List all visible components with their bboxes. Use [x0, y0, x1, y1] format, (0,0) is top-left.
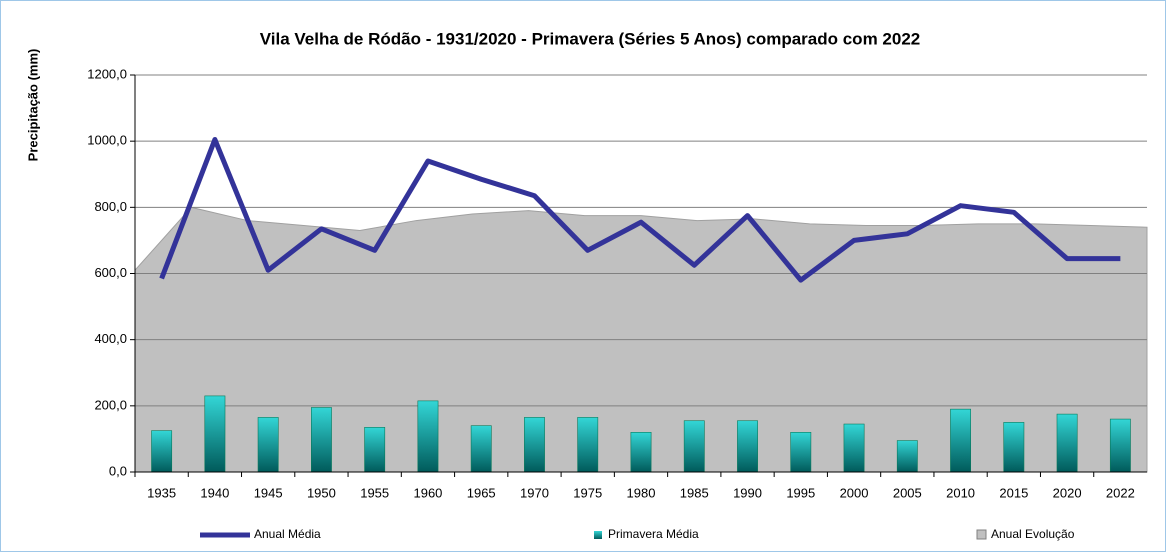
- legend-label: Primavera Média: [608, 527, 699, 541]
- x-tick-label: 1940: [200, 485, 229, 500]
- x-tick-label: 1965: [467, 485, 496, 500]
- x-tick-label: 1935: [147, 485, 176, 500]
- x-tick-label: 1955: [360, 485, 389, 500]
- legend-label: Anual Média: [254, 527, 321, 541]
- x-tick-label: 1980: [627, 485, 656, 500]
- bar: [1003, 422, 1025, 473]
- bar: [737, 420, 758, 473]
- x-tick-label: 1990: [733, 485, 762, 500]
- y-axis-label: Precipitação (mm): [25, 49, 40, 162]
- y-tick-label: 1000,0: [87, 133, 127, 148]
- y-tick-label: 1200,0: [87, 66, 127, 81]
- bar: [364, 427, 386, 473]
- bar: [524, 417, 545, 473]
- bar: [630, 431, 652, 473]
- x-tick-label: 1985: [680, 485, 709, 500]
- bar: [417, 400, 439, 473]
- bar: [204, 395, 226, 473]
- x-tick-label: 1945: [254, 485, 283, 500]
- legend-swatch: [976, 529, 987, 540]
- y-tick-label: 400,0: [94, 331, 127, 346]
- legend-label: Anual Evolução: [991, 527, 1075, 541]
- x-tick-label: 2005: [893, 485, 922, 500]
- bar: [683, 420, 705, 473]
- x-tick-label: 2015: [999, 485, 1028, 500]
- x-tick-label: 1995: [786, 485, 815, 500]
- line: [159, 137, 1121, 283]
- bar: [1056, 413, 1078, 473]
- bar: [151, 430, 173, 473]
- y-tick-label: 600,0: [94, 265, 127, 280]
- bar: [1109, 418, 1131, 473]
- x-tick-label: 2022: [1106, 485, 1135, 500]
- y-tick-label: 0,0: [109, 463, 127, 478]
- legend-swatch: [594, 531, 602, 539]
- chart-title: Vila Velha de Ródão - 1931/2020 - Primav…: [260, 29, 920, 48]
- x-tick-label: 1975: [573, 485, 602, 500]
- bar: [577, 417, 599, 473]
- x-tick-label: 2020: [1053, 485, 1082, 500]
- bar: [470, 425, 492, 473]
- y-tick-label: 200,0: [94, 397, 127, 412]
- x-tick-label: 1960: [413, 485, 442, 500]
- bar: [843, 423, 865, 473]
- bar: [311, 407, 332, 473]
- y-tick-label: 800,0: [94, 199, 127, 214]
- x-tick-label: 1970: [520, 485, 549, 500]
- x-tick-label: 2010: [946, 485, 975, 500]
- bar: [950, 408, 971, 473]
- bar: [257, 417, 279, 473]
- bar: [790, 431, 812, 473]
- x-tick-label: 2000: [840, 485, 869, 500]
- x-tick-label: 1950: [307, 485, 336, 500]
- bar: [896, 440, 918, 473]
